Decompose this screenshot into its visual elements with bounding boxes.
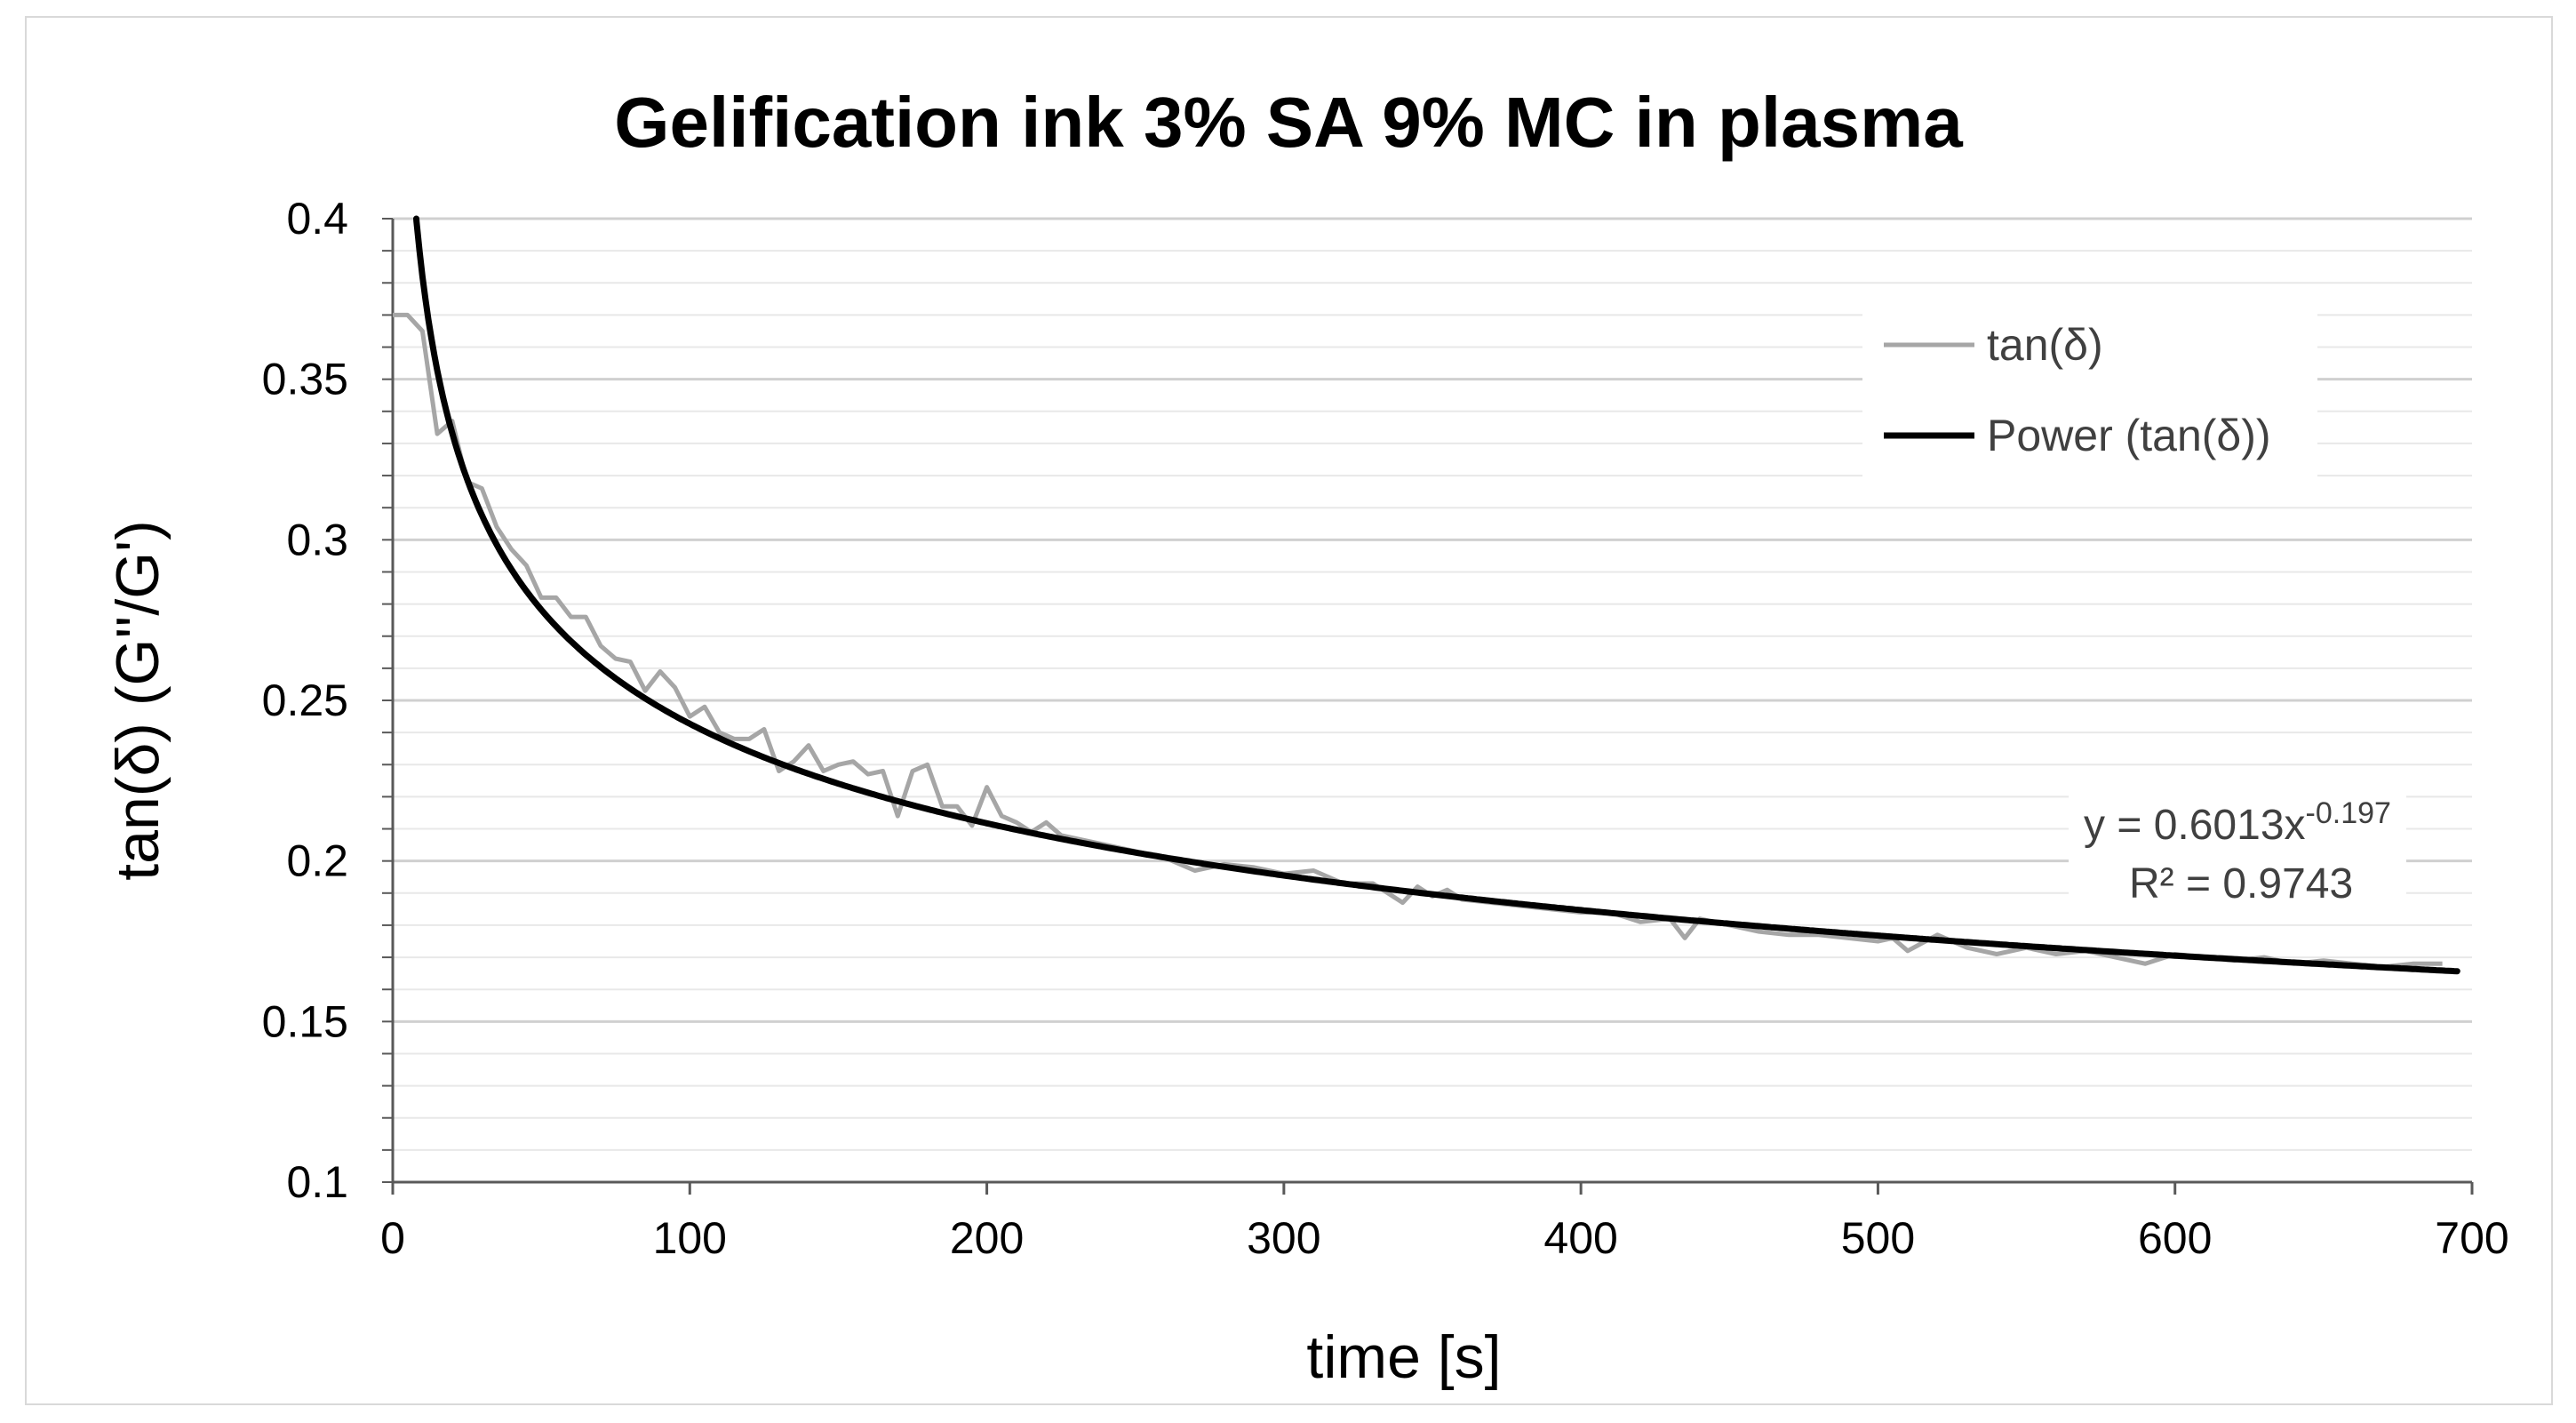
y-axis-label: tan(δ) (G''/G') [104, 520, 171, 880]
series-line-power-fit [413, 215, 2460, 975]
y-tick-label: 0.15 [262, 996, 348, 1046]
x-tick-label: 0 [380, 1213, 405, 1263]
x-tick-label: 100 [653, 1213, 727, 1263]
equation-exponent: -0.197 [2306, 796, 2391, 830]
x-tick-label: 700 [2435, 1213, 2508, 1263]
x-tick-label: 300 [1247, 1213, 1320, 1263]
legend-label-power-fit: Power (tan(δ)) [1987, 411, 2271, 460]
trendline-equation: y = 0.6013x-0.197 R² = 0.9743 [2069, 787, 2406, 921]
y-tick-label: 0.1 [286, 1157, 348, 1207]
y-tick-label: 0.35 [262, 355, 348, 404]
chart-title: Gelification ink 3% SA 9% MC in plasma [614, 83, 1963, 162]
series-layer [393, 215, 2460, 975]
y-tick-label: 0.2 [286, 836, 348, 886]
y-tick-label: 0.4 [286, 194, 348, 244]
x-tick-label: 500 [1841, 1213, 1915, 1263]
x-tick-label: 200 [950, 1213, 1024, 1263]
x-axis-label: time [s] [1306, 1323, 1501, 1391]
equation-background [2069, 787, 2406, 921]
y-tick-label: 0.3 [286, 515, 348, 564]
y-tick-label: 0.25 [262, 676, 348, 725]
legend-label-tan-delta: tan(δ) [1987, 320, 2103, 370]
r-squared-text: R² = 0.9743 [2129, 860, 2353, 907]
axes: 0.1 0.15 0.2 0.25 0.3 0.35 0.4 0 100 200 300 400 500… [262, 194, 2509, 1263]
legend-background [1862, 302, 2317, 478]
equation-prefix: y = 0.6013x [2084, 802, 2306, 849]
chart-border [25, 16, 2553, 1405]
x-tick-label: 400 [1543, 1213, 1617, 1263]
x-tick-label: 600 [2138, 1213, 2212, 1263]
legend: tan(δ) Power (tan(δ)) [1862, 302, 2317, 478]
equation-text: y = 0.6013x-0.197 [2084, 796, 2391, 849]
